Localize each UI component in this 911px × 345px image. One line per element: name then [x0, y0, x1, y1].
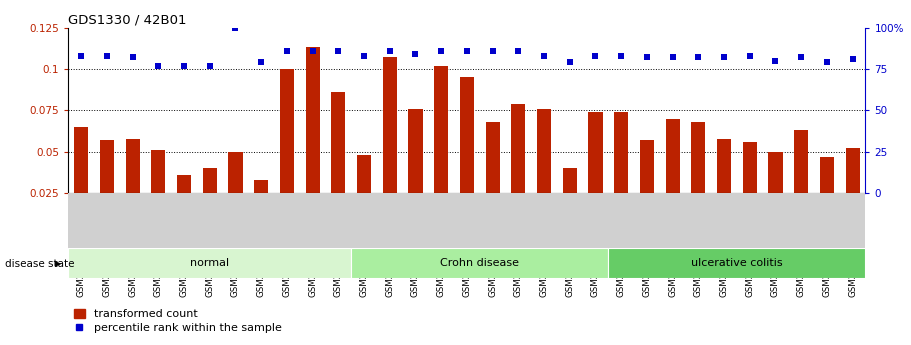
Point: [99, 53, 114, 59]
Point: [589, 53, 603, 59]
Point: [486, 48, 500, 53]
Point: [126, 55, 140, 60]
Point: [691, 55, 706, 60]
Bar: [151, 150, 166, 235]
Point: [408, 51, 423, 57]
Bar: [717, 139, 732, 235]
Bar: [691, 122, 705, 235]
Bar: [609, 248, 865, 278]
Bar: [229, 152, 242, 235]
Bar: [100, 140, 114, 235]
Point: [202, 63, 217, 68]
Bar: [563, 168, 577, 235]
Bar: [820, 157, 834, 235]
Point: [562, 60, 577, 65]
Text: GDS1330 / 42B01: GDS1330 / 42B01: [68, 13, 187, 27]
Point: [511, 48, 526, 53]
Bar: [383, 57, 397, 235]
Bar: [768, 152, 783, 235]
Bar: [845, 148, 860, 235]
Bar: [177, 175, 191, 235]
Point: [383, 48, 397, 53]
Point: [331, 48, 345, 53]
Bar: [254, 180, 268, 235]
Text: normal: normal: [190, 258, 230, 268]
Bar: [126, 139, 139, 235]
Bar: [537, 109, 551, 235]
Point: [793, 55, 808, 60]
Bar: [332, 92, 345, 235]
Point: [151, 63, 166, 68]
Point: [305, 48, 320, 53]
Bar: [460, 77, 474, 235]
Point: [459, 48, 474, 53]
Point: [74, 53, 88, 59]
Point: [434, 48, 448, 53]
Text: Crohn disease: Crohn disease: [440, 258, 519, 268]
Point: [742, 53, 757, 59]
Bar: [357, 155, 371, 235]
Bar: [794, 130, 808, 235]
Bar: [68, 248, 351, 278]
Text: disease state: disease state: [5, 259, 74, 269]
Point: [717, 55, 732, 60]
Point: [665, 55, 680, 60]
Point: [357, 53, 372, 59]
Bar: [511, 104, 526, 235]
Bar: [408, 109, 423, 235]
Bar: [486, 122, 499, 235]
Point: [820, 60, 834, 65]
Point: [768, 58, 783, 63]
Bar: [666, 119, 680, 235]
Bar: [202, 168, 217, 235]
Point: [280, 48, 294, 53]
Point: [845, 56, 860, 62]
Point: [228, 25, 242, 30]
Point: [640, 55, 654, 60]
Legend: transformed count, percentile rank within the sample: transformed count, percentile rank withi…: [74, 309, 281, 333]
Point: [614, 53, 629, 59]
Bar: [589, 112, 602, 235]
Bar: [74, 127, 88, 235]
Text: ▶: ▶: [56, 259, 62, 268]
Bar: [280, 69, 294, 235]
Bar: [435, 66, 448, 235]
Bar: [305, 48, 320, 235]
Point: [177, 63, 191, 68]
Point: [254, 60, 269, 65]
Bar: [640, 140, 654, 235]
Bar: [614, 112, 629, 235]
Bar: [742, 142, 757, 235]
Bar: [351, 248, 609, 278]
Point: [537, 53, 551, 59]
Text: ulcerative colitis: ulcerative colitis: [691, 258, 783, 268]
